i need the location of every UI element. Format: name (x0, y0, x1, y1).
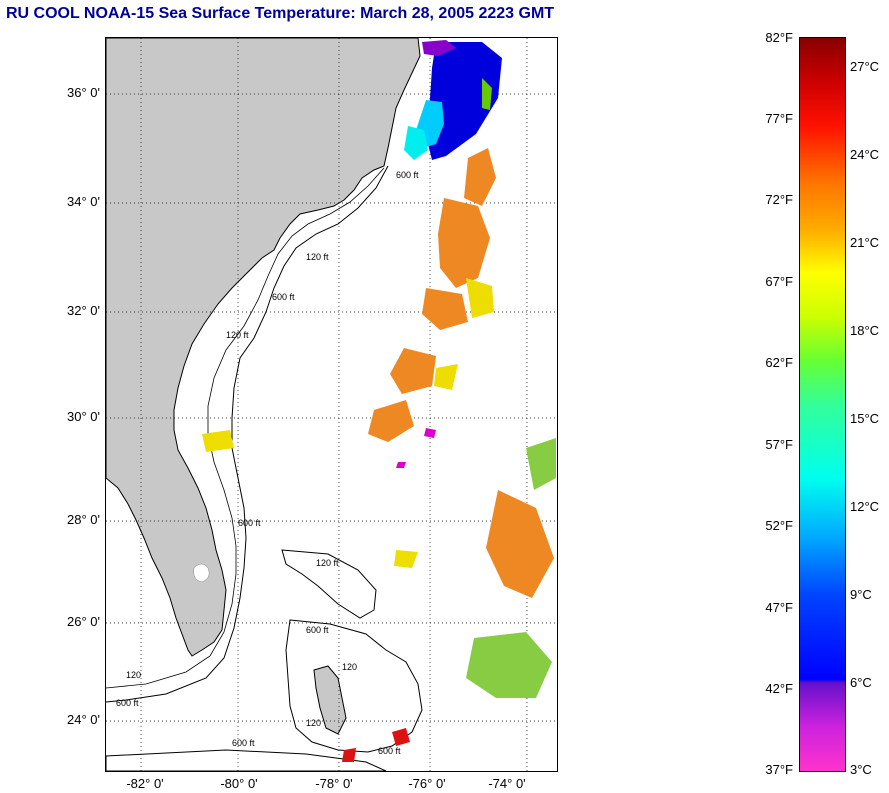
us-southeast-landmass (106, 38, 421, 657)
lon-label: -80° 0' (220, 776, 258, 791)
lat-label: 30° 0' (67, 409, 100, 424)
colorbar-label-f: 47°F (765, 600, 793, 615)
contour-label: 120 (126, 670, 141, 680)
contour-label: 600 ft (378, 746, 401, 756)
contour-label: 600 ft (396, 170, 419, 180)
sst-gulf-stream-orange (368, 148, 554, 598)
sst-mixed-green (466, 438, 556, 698)
contour-label: 600 ft (232, 738, 255, 748)
colorbar-label-f: 72°F (765, 192, 793, 207)
colorbar-label-f: 77°F (765, 111, 793, 126)
colorbar-label-c: 27°C (850, 59, 880, 74)
sst-magenta-specks (396, 428, 436, 468)
contour-label: 120 (342, 662, 357, 672)
lon-label: -74° 0' (488, 776, 526, 791)
great-bahama-bank-outline (285, 619, 423, 753)
sst-warm-red (342, 728, 410, 762)
colorbar-label-c: 9°C (850, 587, 872, 602)
colorbar-label-c: 3°C (850, 762, 872, 777)
colorbar-label-c: 18°C (850, 323, 880, 338)
map-title: RU COOL NOAA-15 Sea Surface Temperature:… (6, 5, 555, 22)
temperature-colorbar (799, 37, 846, 772)
lat-label: 34° 0' (67, 194, 100, 209)
lat-label: 32° 0' (67, 303, 100, 318)
colorbar-label-c: 21°C (850, 235, 880, 250)
contour-label: 120 (306, 718, 321, 728)
contour-label: 600 ft (272, 292, 295, 302)
lat-label: 24° 0' (67, 712, 100, 727)
contour-label: 120 ft (226, 330, 249, 340)
colorbar-label-f: 52°F (765, 518, 793, 533)
shelf-600ft-contour (106, 165, 389, 703)
colorbar-label-f: 62°F (765, 355, 793, 370)
sst-yellow-patches (202, 278, 494, 568)
colorbar-label-c: 12°C (850, 499, 880, 514)
contour-label: 600 ft (116, 698, 139, 708)
cuba-edge (106, 749, 387, 771)
colorbar-label-c: 6°C (850, 675, 872, 690)
shelf-120ft-contour (106, 167, 385, 689)
colorbar-label-f: 37°F (765, 762, 793, 777)
contour-label: 120 ft (316, 558, 339, 568)
lake-okeechobee (193, 563, 210, 583)
lon-label: -76° 0' (408, 776, 446, 791)
colorbar-label-f: 42°F (765, 681, 793, 696)
andros-island (313, 665, 347, 735)
map-canvas: 600 ft 120 ft 600 ft 120 ft 600 ft 120 f… (106, 38, 557, 771)
colorbar-label-f: 82°F (765, 30, 793, 45)
colorbar-label-f: 67°F (765, 274, 793, 289)
contour-label: 600 ft (306, 625, 329, 635)
colorbar-label-f: 57°F (765, 437, 793, 452)
lat-label: 36° 0' (67, 85, 100, 100)
lat-label: 26° 0' (67, 614, 100, 629)
colorbar-label-c: 24°C (850, 147, 880, 162)
colorbar-label-c: 15°C (850, 411, 880, 426)
lon-label: -78° 0' (315, 776, 353, 791)
lat-label: 28° 0' (67, 512, 100, 527)
contour-label: 600 ft (238, 518, 261, 528)
sst-map: 600 ft 120 ft 600 ft 120 ft 600 ft 120 f… (105, 37, 558, 772)
lon-label: -82° 0' (126, 776, 164, 791)
colorbar-gradient (800, 38, 845, 771)
bahama-bank-outline (281, 549, 377, 619)
sst-cold-shelf-water (404, 40, 502, 160)
contour-label: 120 ft (306, 252, 329, 262)
